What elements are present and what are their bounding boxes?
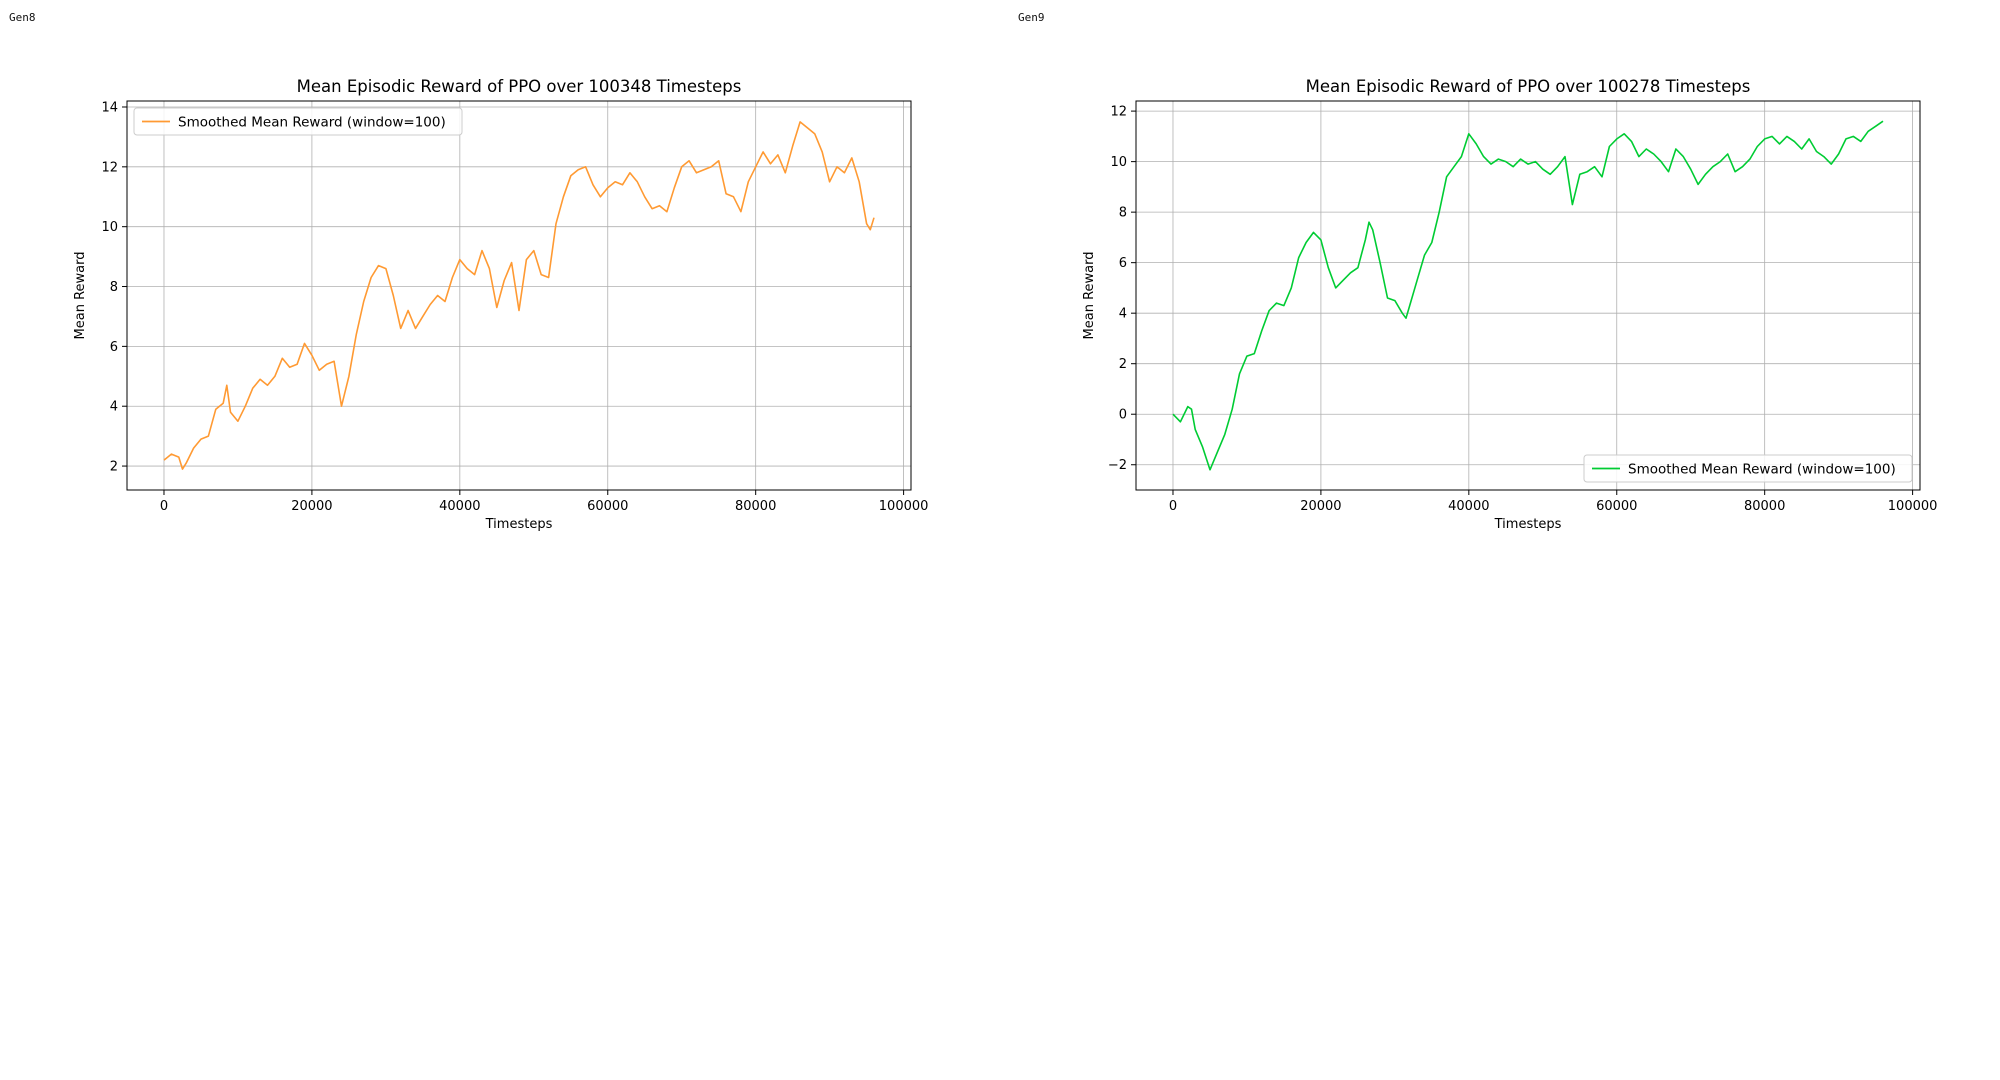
x-axis-label: Timesteps	[1494, 517, 1562, 532]
y-ticks: 2 4 6 8 10 12 14	[101, 100, 127, 475]
panel-label-gen8: Gen8	[9, 11, 36, 24]
series-group	[1172, 120, 1884, 471]
y-tick-label: 10	[101, 220, 118, 235]
y-tick-label: 0	[1119, 408, 1127, 423]
chart-title: Mean Episodic Reward of PPO over 100348 …	[297, 77, 742, 96]
grid-lines	[127, 101, 911, 490]
legend: Smoothed Mean Reward (window=100)	[1583, 454, 1913, 483]
legend-box	[133, 107, 463, 136]
x-tick-label: 80000	[1744, 499, 1785, 514]
panel-label-gen9: Gen9	[1018, 11, 1045, 24]
y-tick-label: 6	[110, 340, 118, 355]
y-tick-label: 12	[1110, 105, 1127, 120]
y-tick-label: 8	[110, 280, 118, 295]
series-group	[163, 121, 875, 470]
x-tick-label: 40000	[1448, 499, 1489, 514]
y-tick-label: 12	[101, 160, 118, 175]
x-tick-label: 20000	[291, 499, 332, 514]
x-tick-label: 100000	[1888, 499, 1938, 514]
chart-gen8: 0 20000 40000 60000 80000 100000 2 4 6 8 10 12 14 Mea…	[73, 77, 929, 532]
y-ticks: −2 0 2 4 6 8 10 12	[1108, 105, 1136, 473]
x-tick-label: 40000	[439, 499, 480, 514]
plot-frame	[1135, 100, 1921, 491]
y-tick-label: 2	[1119, 357, 1127, 372]
y-tick-label: 4	[110, 400, 118, 415]
x-tick-label: 100000	[879, 499, 929, 514]
series-line	[1172, 120, 1884, 471]
y-tick-label: 6	[1119, 256, 1127, 271]
x-tick-label: 20000	[1300, 499, 1341, 514]
legend-label: Smoothed Mean Reward (window=100)	[178, 115, 446, 131]
y-tick-label: 8	[1119, 206, 1127, 221]
x-tick-label: 60000	[1596, 499, 1637, 514]
chart-gen9: 0 20000 40000 60000 80000 100000 −2 0 2 4 6 8 10 12 Me…	[1082, 77, 1938, 532]
y-axis-label: Mean Reward	[1082, 252, 1097, 340]
y-tick-label: −2	[1108, 458, 1127, 473]
x-ticks: 0 20000 40000 60000 80000 100000	[1169, 490, 1938, 514]
plot-frame	[126, 100, 912, 491]
legend-label: Smoothed Mean Reward (window=100)	[1628, 462, 1896, 478]
x-tick-label: 60000	[587, 499, 628, 514]
x-tick-label: 80000	[735, 499, 776, 514]
chart-title: Mean Episodic Reward of PPO over 100278 …	[1306, 77, 1751, 96]
legend: Smoothed Mean Reward (window=100)	[133, 107, 463, 136]
y-tick-label: 14	[101, 100, 118, 115]
grid-lines	[1136, 101, 1920, 490]
series-line	[163, 121, 875, 470]
legend-box	[1583, 454, 1913, 483]
x-axis-label: Timesteps	[485, 517, 553, 532]
x-tick-label: 0	[1169, 499, 1177, 514]
y-tick-label: 10	[1110, 155, 1127, 170]
x-ticks: 0 20000 40000 60000 80000 100000	[160, 490, 929, 514]
y-tick-label: 4	[1119, 307, 1127, 322]
y-tick-label: 2	[110, 460, 118, 475]
y-axis-label: Mean Reward	[73, 252, 88, 340]
x-tick-label: 0	[160, 499, 168, 514]
